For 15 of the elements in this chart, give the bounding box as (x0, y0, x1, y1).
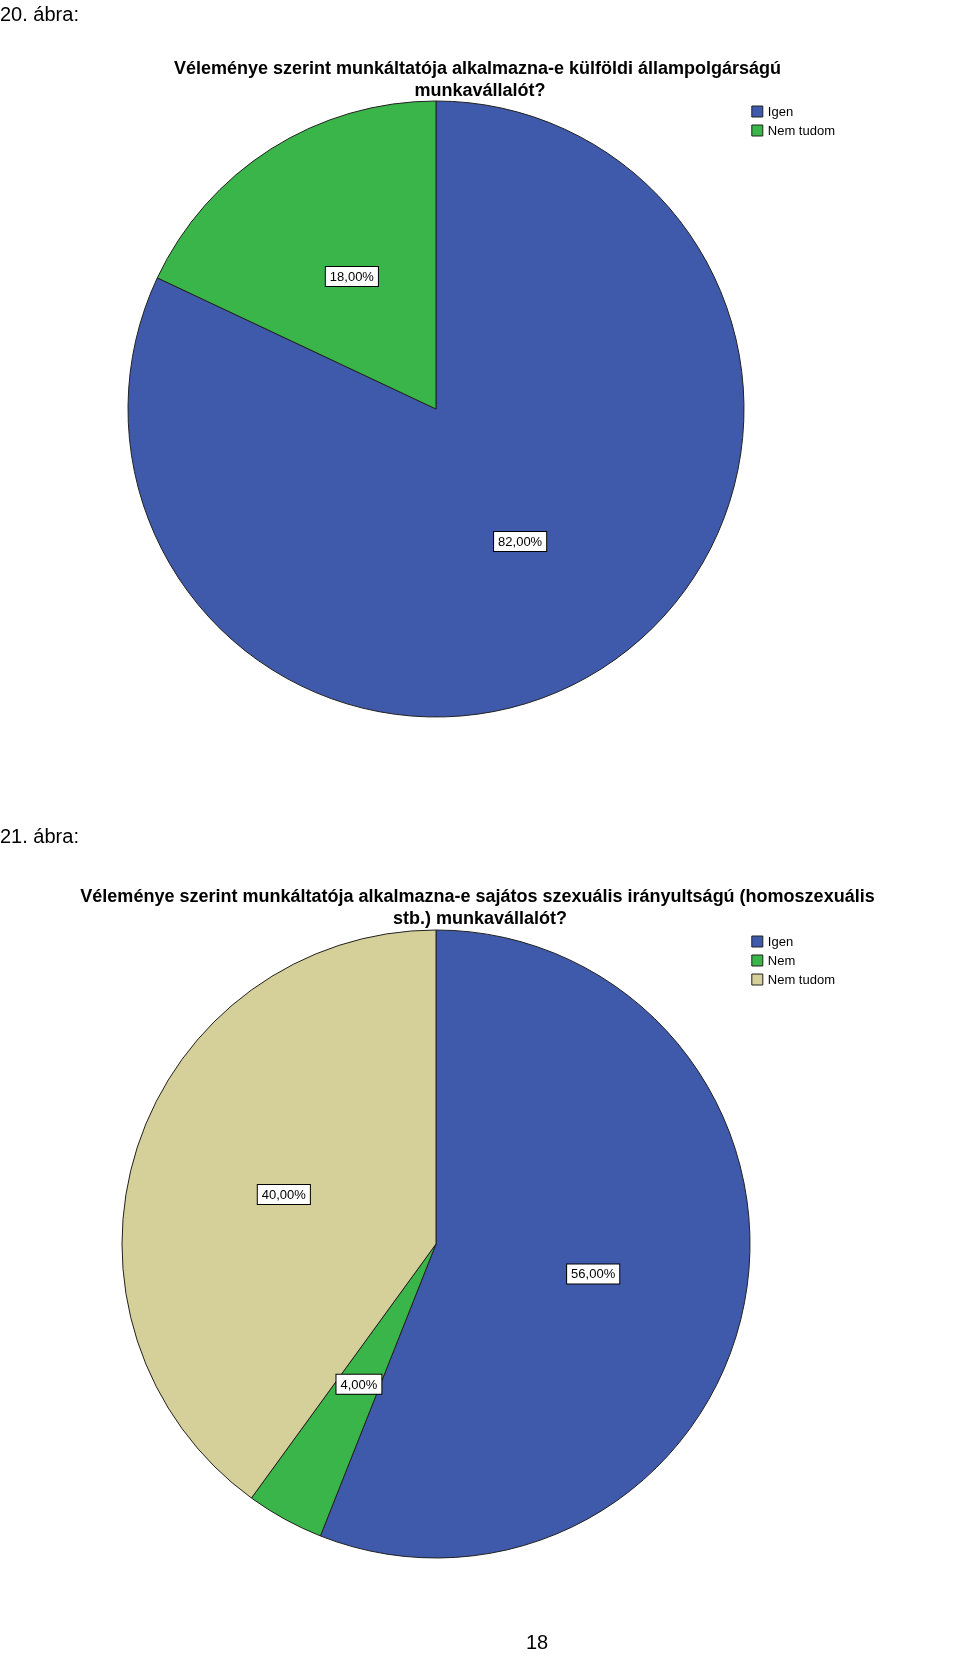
text: 18 (526, 1631, 549, 1653)
legend-label: Nem tudom (767, 123, 836, 138)
data-label: 82,00% (498, 534, 543, 550)
data-label: 4,00% (340, 1376, 378, 1392)
legend-label: Nem (767, 953, 796, 968)
legend-label: Igen (767, 104, 794, 119)
chart-title: Véleménye szerint munkáltatója alkalmazna-e külföldi állampolgárságú munkavállalót? (173, 58, 787, 100)
data-label: 18,00% (329, 268, 375, 284)
legend-label: Nem tudom (767, 972, 836, 987)
text: 20. ábra: (0, 3, 79, 25)
data-label: 40,00% (261, 1187, 307, 1203)
text: 21. ábra: (0, 825, 79, 847)
data-label: 56,00% (571, 1266, 616, 1282)
chart-title: Véleménye szerint munkáltatója alkalmazna-e sajátos szexuális irányultságú (homoszexuális stb.) munkavállalót? (80, 886, 880, 928)
legend-label: Igen (767, 934, 794, 949)
